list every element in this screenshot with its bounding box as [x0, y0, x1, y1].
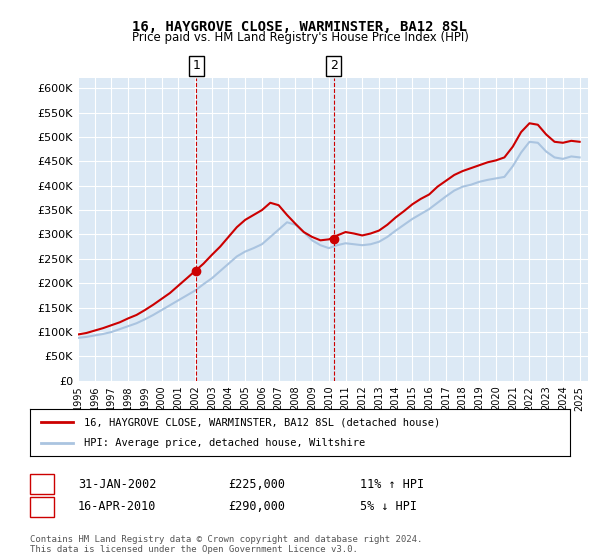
Text: £225,000: £225,000 — [228, 478, 285, 491]
Text: 11% ↑ HPI: 11% ↑ HPI — [360, 478, 424, 491]
Text: 2: 2 — [330, 59, 338, 72]
Text: 16, HAYGROVE CLOSE, WARMINSTER, BA12 8SL (detached house): 16, HAYGROVE CLOSE, WARMINSTER, BA12 8SL… — [84, 417, 440, 427]
Text: 2: 2 — [38, 500, 46, 514]
Text: HPI: Average price, detached house, Wiltshire: HPI: Average price, detached house, Wilt… — [84, 438, 365, 448]
Text: Contains HM Land Registry data © Crown copyright and database right 2024.
This d: Contains HM Land Registry data © Crown c… — [30, 535, 422, 554]
Text: 5% ↓ HPI: 5% ↓ HPI — [360, 500, 417, 514]
Text: £290,000: £290,000 — [228, 500, 285, 514]
Text: 1: 1 — [193, 59, 200, 72]
Text: 31-JAN-2002: 31-JAN-2002 — [78, 478, 157, 491]
Text: Price paid vs. HM Land Registry's House Price Index (HPI): Price paid vs. HM Land Registry's House … — [131, 31, 469, 44]
Text: 1: 1 — [38, 478, 46, 491]
Text: 16, HAYGROVE CLOSE, WARMINSTER, BA12 8SL: 16, HAYGROVE CLOSE, WARMINSTER, BA12 8SL — [133, 20, 467, 34]
Text: 16-APR-2010: 16-APR-2010 — [78, 500, 157, 514]
